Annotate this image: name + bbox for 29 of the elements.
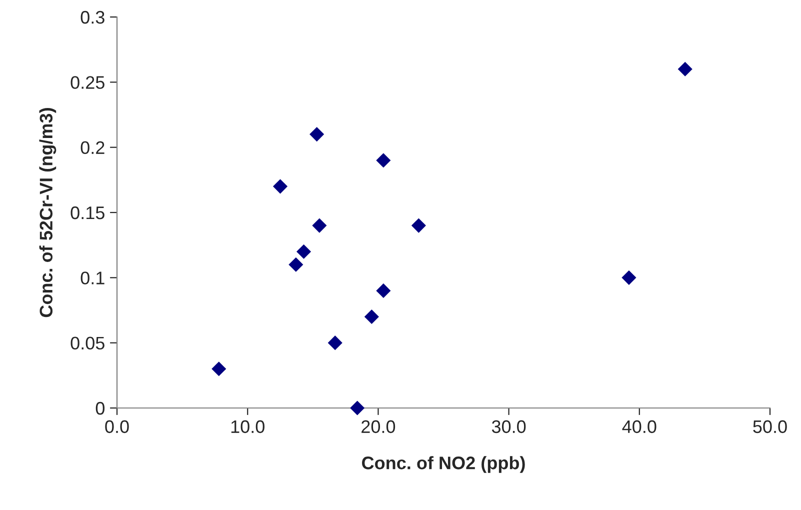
- x-tick-label: 30.0: [492, 420, 526, 434]
- y-axis-title: Conc. of 52Cr-VI (ng/m3): [39, 108, 56, 318]
- x-tick-label: 20.0: [362, 420, 396, 434]
- x-tick-label: 40.0: [622, 420, 656, 434]
- point: [411, 218, 426, 233]
- x-tick-label: 0.0: [105, 420, 129, 434]
- point: [350, 400, 365, 416]
- point: [312, 218, 327, 233]
- y-tick-label: 0.05: [70, 336, 104, 350]
- point: [376, 283, 391, 298]
- point: [272, 179, 288, 194]
- point: [328, 336, 342, 350]
- x-tick-label: 10.0: [231, 420, 264, 434]
- point: [310, 127, 324, 142]
- y-tick-label: 0.15: [70, 206, 104, 220]
- y-tick-label: 0: [96, 402, 104, 415]
- y-tick-label: 0.2: [80, 141, 104, 154]
- point: [364, 309, 379, 324]
- x-axis-title: Conc. of NO2 (ppb): [362, 456, 525, 473]
- y-tick-label: 0.25: [70, 76, 104, 89]
- x-tick-label: 50.0: [753, 420, 787, 434]
- y-tick-label: 0.1: [80, 272, 104, 284]
- point: [288, 257, 304, 272]
- point: [622, 270, 636, 285]
- point: [296, 244, 312, 259]
- point: [678, 62, 692, 76]
- point: [212, 362, 226, 376]
- point: [376, 153, 391, 168]
- y-tick-label: 0.3: [80, 10, 104, 24]
